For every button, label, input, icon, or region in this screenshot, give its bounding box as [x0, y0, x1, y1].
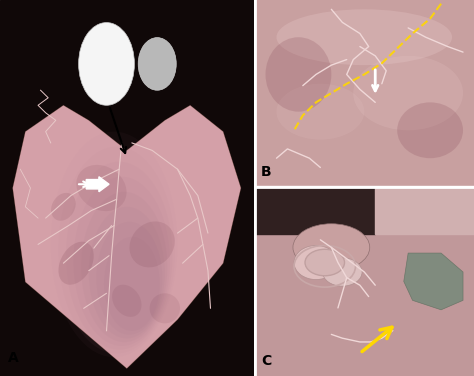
Ellipse shape: [81, 192, 167, 342]
Ellipse shape: [265, 37, 331, 112]
Ellipse shape: [76, 165, 127, 211]
Ellipse shape: [353, 56, 463, 130]
Ellipse shape: [276, 9, 452, 65]
Ellipse shape: [112, 285, 142, 317]
Ellipse shape: [73, 177, 170, 346]
Ellipse shape: [104, 237, 160, 331]
Polygon shape: [404, 253, 463, 310]
Ellipse shape: [305, 249, 345, 276]
Ellipse shape: [66, 162, 173, 350]
Ellipse shape: [79, 23, 135, 105]
Ellipse shape: [58, 147, 175, 353]
Ellipse shape: [150, 293, 180, 323]
Ellipse shape: [323, 258, 362, 286]
FancyArrow shape: [86, 177, 109, 192]
Bar: [255, 187, 375, 234]
Ellipse shape: [51, 193, 76, 221]
Text: C: C: [261, 355, 272, 368]
Ellipse shape: [58, 242, 94, 285]
Ellipse shape: [138, 38, 176, 90]
Polygon shape: [13, 105, 241, 368]
Text: B: B: [261, 165, 272, 179]
Ellipse shape: [293, 224, 370, 271]
Ellipse shape: [89, 207, 165, 338]
Text: A: A: [8, 351, 18, 365]
Ellipse shape: [96, 222, 162, 335]
Ellipse shape: [294, 246, 338, 279]
Bar: [375, 187, 474, 234]
Ellipse shape: [129, 221, 175, 267]
Ellipse shape: [397, 102, 463, 158]
Ellipse shape: [276, 84, 364, 139]
